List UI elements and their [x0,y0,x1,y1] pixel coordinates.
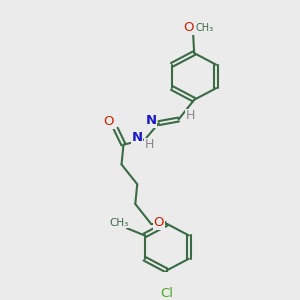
Text: Cl: Cl [160,287,173,300]
Text: O: O [154,216,164,229]
Text: N: N [146,114,157,127]
Text: O: O [183,21,194,34]
Text: O: O [103,115,114,128]
Text: H: H [144,138,154,151]
Text: CH₃: CH₃ [196,23,214,33]
Text: CH₃: CH₃ [110,218,129,228]
Text: H: H [186,110,195,122]
Text: N: N [132,131,143,144]
